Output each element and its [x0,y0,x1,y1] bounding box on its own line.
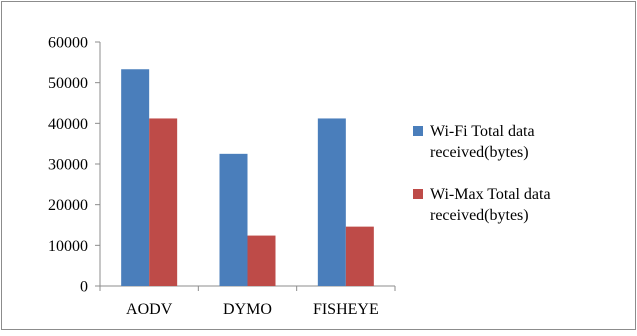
y-tick-label: 30000 [48,157,88,174]
y-tick-label: 0 [80,279,88,296]
bar-wifi-dymo [219,153,248,286]
legend-label-line: received(bytes) [430,144,529,161]
bar-wifi-aodv [121,69,150,286]
y-tick-label: 60000 [48,35,88,52]
bar-wifi-fisheye [317,118,346,286]
legend-label-line: Wi-Max Total data [430,186,551,203]
legend-label: Wi-Max Total data received(bytes) [430,186,551,224]
legend-item-wimax: Wi-Max Total data received(bytes) [413,186,551,224]
x-tick-label: DYMO [223,301,272,318]
legend-swatch [413,126,423,136]
bar-wimax-fisheye [345,226,374,286]
y-tick-label: 40000 [48,116,88,133]
bars [121,69,374,286]
bar-wimax-dymo [247,235,276,286]
legend-label-line: Wi-Fi Total data [430,123,535,140]
x-axis-labels: AODV DYMO FISHEYE [126,301,379,318]
legend-swatch [413,189,423,199]
legend-label: Wi-Fi Total data received(bytes) [430,123,535,161]
bar-wimax-aodv [149,118,178,286]
x-tick-label: FISHEYE [313,301,379,318]
y-axis-ticks: 0 10000 20000 30000 40000 50000 60000 [48,35,100,296]
x-tick-label: AODV [126,301,173,318]
legend: Wi-Fi Total data received(bytes)Wi-Max To… [413,123,551,224]
y-tick-label: 10000 [48,238,88,255]
legend-label-line: received(bytes) [430,207,529,224]
y-tick-label: 20000 [48,197,88,214]
legend-item-wifi: Wi-Fi Total data received(bytes) [413,123,535,161]
y-tick-label: 50000 [48,75,88,92]
